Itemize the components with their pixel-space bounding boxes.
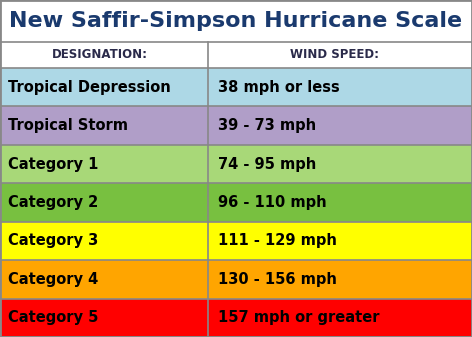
Text: 39 - 73 mph: 39 - 73 mph [218, 118, 316, 133]
Text: Category 5: Category 5 [8, 310, 98, 325]
Bar [0, 222, 472, 260]
Text: Category 2: Category 2 [8, 195, 98, 210]
Text: 74 - 95 mph: 74 - 95 mph [218, 157, 316, 172]
Text: 157 mph or greater: 157 mph or greater [218, 310, 379, 325]
Text: Category 4: Category 4 [8, 272, 98, 287]
Bar [0, 260, 472, 299]
Text: Tropical Storm: Tropical Storm [8, 118, 128, 133]
Text: 96 - 110 mph: 96 - 110 mph [218, 195, 326, 210]
Text: DESIGNATION:: DESIGNATION: [52, 49, 148, 61]
Bar [0, 106, 472, 145]
Text: New Saffir-Simpson Hurricane Scale: New Saffir-Simpson Hurricane Scale [9, 11, 463, 31]
Bar [0, 183, 472, 222]
Bar [0, 0, 472, 42]
Text: 38 mph or less: 38 mph or less [218, 80, 339, 95]
Text: WIND SPEED:: WIND SPEED: [290, 49, 379, 61]
Text: 111 - 129 mph: 111 - 129 mph [218, 234, 337, 248]
Text: Category 1: Category 1 [8, 157, 98, 172]
Text: 130 - 156 mph: 130 - 156 mph [218, 272, 337, 287]
Text: Category 3: Category 3 [8, 234, 98, 248]
Bar [0, 299, 472, 337]
Bar [0, 42, 472, 68]
Bar [0, 68, 472, 106]
Bar [0, 145, 472, 183]
Text: Tropical Depression: Tropical Depression [8, 80, 171, 95]
